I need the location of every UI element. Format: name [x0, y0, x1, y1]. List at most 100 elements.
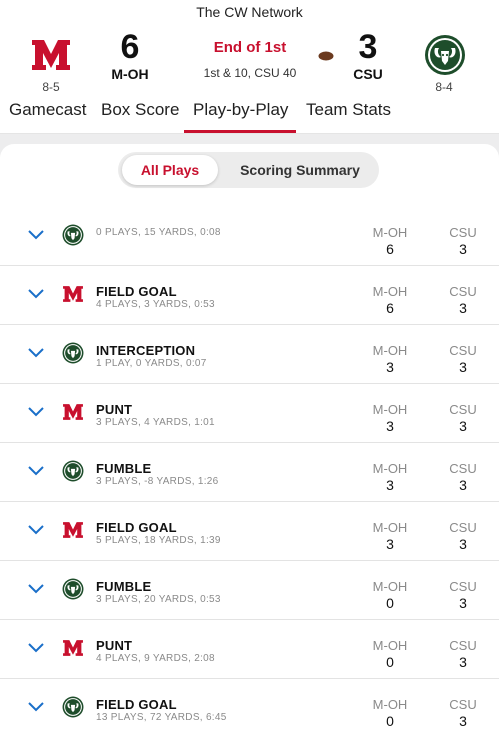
tab-gamecast[interactable]: Gamecast [9, 100, 87, 119]
home-team-label: M-OH [372, 461, 408, 476]
away-team-label: CSU [449, 638, 477, 653]
miami-m-logo-icon [62, 519, 84, 541]
home-team-score: 0 [386, 654, 394, 670]
chevron-down-icon[interactable] [27, 641, 45, 653]
active-tab-indicator [184, 130, 296, 133]
drive-result: FUMBLE [96, 579, 152, 594]
game-status: End of 1st [213, 39, 287, 56]
csu-ram-logo-icon [62, 224, 84, 246]
home-team-label: M-OH [372, 579, 408, 594]
chevron-down-icon[interactable] [27, 582, 45, 594]
away-abbr: CSU [353, 66, 383, 82]
drive-row[interactable]: PUNT 4 PLAYS, 9 YARDS, 2:08 M-OH 0 CSU 3 [0, 620, 499, 679]
miami-m-logo-icon [62, 283, 84, 305]
drive-result: FUMBLE [96, 461, 152, 476]
home-team-label: M-OH [372, 697, 408, 712]
miami-m-logo-icon[interactable] [30, 34, 72, 76]
drive-summary: 3 PLAYS, 20 YARDS, 0:53 [96, 594, 221, 605]
tab-box-score[interactable]: Box Score [101, 100, 180, 119]
drive-summary: 1 PLAY, 0 YARDS, 0:07 [96, 358, 207, 369]
away-team-score: 3 [459, 654, 467, 670]
home-team-score: 3 [386, 477, 394, 493]
all-plays-button[interactable]: All Plays [122, 155, 218, 185]
home-team-score: 3 [386, 359, 394, 375]
chevron-down-icon[interactable] [27, 228, 45, 240]
drive-summary: 4 PLAYS, 9 YARDS, 2:08 [96, 653, 215, 664]
away-team-score: 3 [459, 595, 467, 611]
home-abbr: M-OH [111, 66, 149, 82]
drive-summary: 3 PLAYS, 4 YARDS, 1:01 [96, 417, 215, 428]
away-team-score: 3 [459, 300, 467, 316]
drive-result: FIELD GOAL [96, 284, 177, 299]
down-and-distance: 1st & 10, CSU 40 [203, 66, 297, 80]
csu-ram-logo-icon[interactable] [424, 34, 466, 76]
away-score: 3 [358, 28, 378, 66]
drive-result: INTERCEPTION [96, 343, 196, 358]
home-team-score: 0 [386, 595, 394, 611]
home-team-score: 6 [386, 300, 394, 316]
away-team-score: 3 [459, 477, 467, 493]
broadcast-network: The CW Network [196, 4, 303, 20]
drive-summary: 4 PLAYS, 3 YARDS, 0:53 [96, 299, 215, 310]
away-team-score: 3 [459, 359, 467, 375]
drives-list: 0 PLAYS, 15 YARDS, 0:08 M-OH 6 CSU 3 FIELD GO… [0, 207, 499, 738]
chevron-down-icon[interactable] [27, 405, 45, 417]
home-team-label: M-OH [372, 520, 408, 535]
drive-row[interactable]: 0 PLAYS, 15 YARDS, 0:08 M-OH 6 CSU 3 [0, 207, 499, 266]
drive-row[interactable]: INTERCEPTION 1 PLAY, 0 YARDS, 0:07 M-OH 3 CS… [0, 325, 499, 384]
home-team-label: M-OH [372, 402, 408, 417]
drive-result: FIELD GOAL [96, 520, 177, 535]
home-team-label: M-OH [372, 284, 408, 299]
drive-summary: 13 PLAYS, 72 YARDS, 6:45 [96, 712, 227, 723]
away-team-score: 3 [459, 418, 467, 434]
away-team-score: 3 [459, 241, 467, 257]
home-score: 6 [120, 28, 140, 66]
home-record: 8-5 [42, 80, 60, 94]
csu-ram-logo-icon [62, 342, 84, 364]
drive-row[interactable]: PUNT 3 PLAYS, 4 YARDS, 1:01 M-OH 3 CSU 3 [0, 384, 499, 443]
csu-ram-logo-icon [62, 696, 84, 718]
tab-play-by-play[interactable]: Play-by-Play [193, 100, 289, 119]
drive-result: PUNT [96, 638, 133, 653]
play-by-play-card [0, 144, 499, 750]
away-team-label: CSU [449, 284, 477, 299]
chevron-down-icon[interactable] [27, 287, 45, 299]
home-team-score: 0 [386, 713, 394, 729]
away-team-label: CSU [449, 402, 477, 417]
miami-m-logo-icon [62, 401, 84, 423]
away-team-label: CSU [449, 225, 477, 240]
scoring-summary-button[interactable]: Scoring Summary [240, 162, 360, 178]
game-tabs: Gamecast Box Score Play-by-Play Team Sta… [0, 98, 499, 134]
scoreboard: 8-5 6 M-OH End of 1st 1st & 10, CSU 40 3… [0, 28, 499, 96]
chevron-down-icon[interactable] [27, 523, 45, 535]
away-team-score: 3 [459, 536, 467, 552]
tab-team-stats[interactable]: Team Stats [306, 100, 392, 119]
plays-filter-toggle: All Plays Scoring Summary [118, 152, 379, 188]
drive-row[interactable]: FUMBLE 3 PLAYS, 20 YARDS, 0:53 M-OH 0 CSU 3 [0, 561, 499, 620]
drive-row[interactable]: FUMBLE 3 PLAYS, -8 YARDS, 1:26 M-OH 3 CSU 3 [0, 443, 499, 502]
football-icon [318, 48, 334, 61]
home-team-label: M-OH [372, 225, 408, 240]
chevron-down-icon[interactable] [27, 346, 45, 358]
home-team-label: M-OH [372, 343, 408, 358]
home-team-score: 3 [386, 418, 394, 434]
home-team-label: M-OH [372, 638, 408, 653]
drive-row[interactable]: FIELD GOAL 5 PLAYS, 18 YARDS, 1:39 M-OH 3 CS… [0, 502, 499, 561]
drive-result: PUNT [96, 402, 133, 417]
home-team-score: 3 [386, 536, 394, 552]
chevron-down-icon[interactable] [27, 700, 45, 712]
away-team-label: CSU [449, 343, 477, 358]
drive-summary: 0 PLAYS, 15 YARDS, 0:08 [96, 227, 221, 238]
away-team-label: CSU [449, 697, 477, 712]
away-record: 8-4 [435, 80, 453, 94]
csu-ram-logo-icon [62, 578, 84, 600]
drive-summary: 3 PLAYS, -8 YARDS, 1:26 [96, 476, 219, 487]
away-team-label: CSU [449, 520, 477, 535]
away-team-label: CSU [449, 579, 477, 594]
away-team-score: 3 [459, 713, 467, 729]
miami-m-logo-icon [62, 637, 84, 659]
drive-row[interactable]: FIELD GOAL 4 PLAYS, 3 YARDS, 0:53 M-OH 6 CSU… [0, 266, 499, 325]
chevron-down-icon[interactable] [27, 464, 45, 476]
drive-row[interactable]: FIELD GOAL 13 PLAYS, 72 YARDS, 6:45 M-OH 0 C… [0, 679, 499, 738]
drive-summary: 5 PLAYS, 18 YARDS, 1:39 [96, 535, 221, 546]
